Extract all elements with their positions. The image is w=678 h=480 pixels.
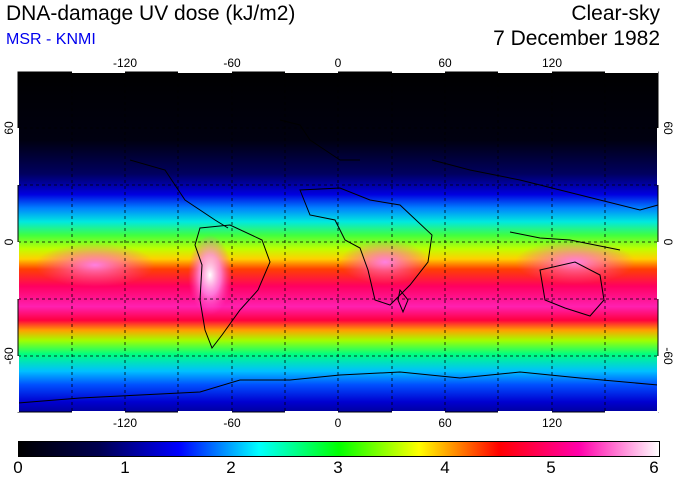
lat-tick-right: -60 xyxy=(661,347,675,365)
andes-hotspot xyxy=(188,235,232,315)
lon-tick-top: 60 xyxy=(438,56,452,70)
color-scale-label: 2 xyxy=(226,458,236,477)
lat-tick-right: 60 xyxy=(661,121,675,135)
lon-tick-bottom: -120 xyxy=(113,416,137,430)
graticule xyxy=(18,72,658,412)
color-scale-label: 6 xyxy=(649,458,659,477)
lon-tick-top: 0 xyxy=(335,56,342,70)
lon-tick-bottom: -60 xyxy=(223,416,241,430)
color-scale-label: 4 xyxy=(440,458,450,477)
lon-tick-bottom: 0 xyxy=(335,416,342,430)
lon-tick-bottom: 60 xyxy=(438,416,452,430)
africa-hotspot xyxy=(340,240,430,284)
color-scale-bar xyxy=(18,441,660,457)
coastlines xyxy=(17,119,659,404)
color-scale-label: 5 xyxy=(546,458,556,477)
credit-label: MSR - KNMI xyxy=(6,31,96,48)
color-scale-label: 0 xyxy=(13,458,23,477)
lat-tick-right: 0 xyxy=(661,239,675,246)
lon-tick-top: -120 xyxy=(113,56,137,70)
sky-condition-label: Clear-sky xyxy=(571,2,660,25)
map-title: DNA-damage UV dose (kJ/m2) xyxy=(6,2,296,25)
frame-ticks xyxy=(16,70,660,414)
color-scale-label: 3 xyxy=(333,458,343,477)
date-label: 7 December 1982 xyxy=(493,27,660,50)
lat-tick-left: -60 xyxy=(2,347,16,365)
lon-tick-bottom: 120 xyxy=(542,416,562,430)
lat-tick-left: 60 xyxy=(2,121,16,135)
uv-dose-map: -120 -60 0 60 120 -120 -60 0 60 120 60 0… xyxy=(2,56,675,430)
lon-tick-top: -60 xyxy=(223,56,241,70)
lon-tick-top: 120 xyxy=(542,56,562,70)
color-scale-label: 1 xyxy=(120,458,130,477)
pacific-hotspot xyxy=(35,243,155,287)
lat-tick-left: 0 xyxy=(2,238,16,245)
